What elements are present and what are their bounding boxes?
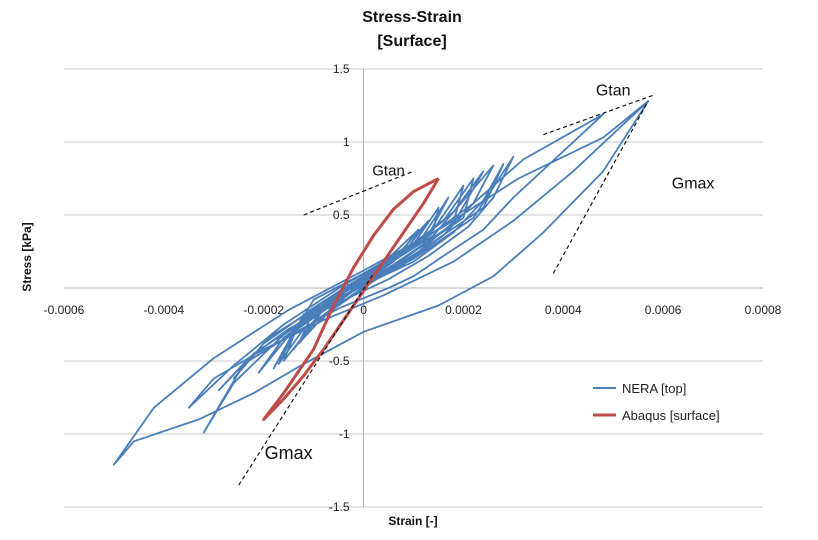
x-tick-label: 0.0006 [645, 303, 682, 317]
y-tick-label: 0.5 [333, 208, 350, 222]
legend-label: NERA [top] [622, 381, 686, 396]
x-tick-label: -0.0002 [243, 303, 284, 317]
y-tick-label: 1 [343, 135, 350, 149]
chart-title: Stress-Strain [362, 9, 462, 26]
legend: NERA [top] Abaqus [surface] [593, 381, 720, 423]
annotation-label: Gtan [372, 163, 405, 180]
annotation-label: Gmax [265, 443, 313, 463]
annotations: Gtan Gmax Gtan Gmax [265, 82, 715, 463]
abaqus-series-line [262, 177, 440, 421]
tangent-line [303, 170, 414, 216]
x-tick-label: -0.0004 [144, 303, 185, 317]
annotation-label: Gmax [672, 176, 715, 193]
y-tick-label: -0.5 [329, 354, 350, 368]
tangent-line [552, 100, 649, 274]
x-tick-label: 0.0002 [445, 303, 482, 317]
y-tick-label: -1 [339, 427, 350, 441]
y-axis-label: Stress [kPa] [20, 222, 34, 291]
x-tick-labels: -0.0006 -0.0004 -0.0002 0 0.0002 0.0004 0.0006… [44, 303, 782, 317]
y-tick-label: -1.5 [329, 500, 350, 514]
chart-subtitle: [Surface] [377, 33, 446, 50]
x-axis-label: Strain [-] [388, 514, 437, 528]
legend-label: Abaqus [surface] [622, 408, 720, 423]
x-tick-label: 0.0008 [745, 303, 782, 317]
x-tick-label: 0.0004 [545, 303, 582, 317]
tangent-line [543, 94, 654, 136]
tangent-lines [238, 94, 654, 486]
nera-series-line [113, 100, 650, 466]
annotation-label: Gtan [596, 82, 631, 99]
x-tick-label: 0 [360, 303, 367, 317]
series-lines [113, 100, 650, 466]
y-tick-label: 1.5 [333, 62, 350, 76]
axes [64, 69, 763, 507]
x-tick-label: -0.0006 [44, 303, 85, 317]
